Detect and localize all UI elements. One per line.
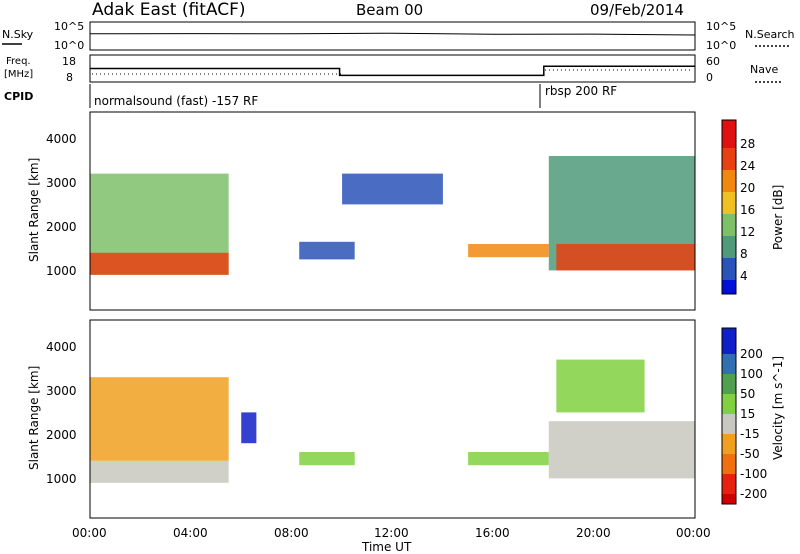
vel-cb-tick-neg100: -100 bbox=[740, 467, 767, 481]
power-ylabel: Slant Range [km] bbox=[27, 158, 41, 262]
power-cb-tick-24: 24 bbox=[740, 159, 755, 173]
freq-panel: Freq. [MHz] 18 8 60 0 Nave bbox=[4, 54, 782, 84]
power-cell-4 bbox=[468, 244, 549, 258]
time-tick-0: 00:00 bbox=[72, 526, 107, 540]
nsearch-tick-bottom: 10^0 bbox=[706, 39, 736, 52]
time-tick-5: 20:00 bbox=[576, 526, 611, 540]
cpid-panel: CPID normalsound (fast) -157 RF rbsp 200… bbox=[4, 84, 617, 108]
vel-cb-tick-100: 100 bbox=[740, 367, 763, 381]
station-title: Adak East (fitACF) bbox=[92, 0, 246, 20]
cpid-label: CPID bbox=[4, 90, 33, 103]
power-cell-2 bbox=[299, 241, 355, 260]
time-tick-3: 12:00 bbox=[374, 526, 409, 540]
nave-label: Nave bbox=[750, 63, 778, 76]
power-panel: Slant Range [km] 1000 2000 3000 4000 4 8… bbox=[27, 111, 785, 311]
power-cb-tick-16: 16 bbox=[740, 203, 755, 217]
nsky-tick-top: 10^5 bbox=[54, 20, 84, 33]
velocity-cell-3 bbox=[299, 452, 355, 466]
freq-label: Freq. bbox=[6, 56, 31, 67]
power-ytick-2000: 2000 bbox=[46, 220, 77, 234]
power-cb-tick-4: 4 bbox=[740, 269, 748, 283]
velocity-cell-0 bbox=[90, 460, 229, 483]
velocity-ytick-1000: 1000 bbox=[46, 472, 77, 486]
nave-tick-bottom: 0 bbox=[706, 71, 713, 84]
vel-cb-tick-neg200: -200 bbox=[740, 487, 767, 501]
power-cell-3 bbox=[342, 173, 443, 205]
velocity-panel: Slant Range [km] 1000 2000 3000 4000 200… bbox=[27, 319, 785, 519]
velocity-colorbar: 200 100 50 15 -15 -50 -100 -200 Velocity… bbox=[721, 327, 785, 505]
velocity-cell-5 bbox=[548, 421, 695, 479]
velocity-heatmap bbox=[90, 359, 695, 483]
time-axis-label: Time UT bbox=[361, 540, 412, 554]
power-cell-1 bbox=[90, 252, 229, 275]
nsky-tick-bottom: 10^0 bbox=[54, 39, 84, 52]
time-axis: 00:00 04:00 08:00 12:00 16:00 20:00 00:0… bbox=[72, 526, 711, 554]
vel-cb-tick-200: 200 bbox=[740, 347, 763, 361]
cpid-segment-1: normalsound (fast) -157 RF bbox=[94, 94, 258, 108]
power-cb-tick-28: 28 bbox=[740, 137, 755, 151]
nsky-label: N.Sky bbox=[2, 28, 34, 41]
nsky-panel: N.Sky 10^5 10^0 10^5 10^0 N.Search bbox=[2, 20, 795, 52]
power-ytick-1000: 1000 bbox=[46, 264, 77, 278]
nave-tick-top: 60 bbox=[706, 55, 720, 68]
power-cb-tick-8: 8 bbox=[740, 247, 748, 261]
power-cb-tick-12: 12 bbox=[740, 225, 755, 239]
beam-title: Beam 00 bbox=[356, 1, 423, 19]
vel-cb-tick-15: 15 bbox=[740, 407, 755, 421]
power-cb-tick-20: 20 bbox=[740, 181, 755, 195]
power-heatmap bbox=[90, 156, 695, 275]
power-cell-6 bbox=[556, 244, 695, 271]
power-colorbar: 4 8 12 16 20 24 28 Power [dB] bbox=[721, 119, 785, 295]
freq-unit: [MHz] bbox=[4, 69, 33, 80]
nsearch-label: N.Search bbox=[745, 28, 795, 41]
vel-cb-tick-neg50: -50 bbox=[740, 447, 760, 461]
time-tick-2: 08:00 bbox=[274, 526, 309, 540]
nsearch-tick-top: 10^5 bbox=[706, 20, 736, 33]
time-tick-4: 16:00 bbox=[475, 526, 510, 540]
power-ytick-3000: 3000 bbox=[46, 176, 77, 190]
date-title: 09/Feb/2014 bbox=[590, 1, 684, 19]
velocity-ytick-2000: 2000 bbox=[46, 428, 77, 442]
velocity-cell-2 bbox=[241, 412, 257, 444]
vel-cb-tick-neg15: -15 bbox=[740, 427, 760, 441]
cpid-segment-2: rbsp 200 RF bbox=[545, 84, 617, 98]
velocity-cell-1 bbox=[90, 377, 229, 461]
time-tick-6: 00:00 bbox=[676, 526, 711, 540]
vel-cb-tick-50: 50 bbox=[740, 387, 755, 401]
velocity-cell-6 bbox=[556, 359, 645, 413]
velocity-cb-label: Velocity [m s^-1] bbox=[771, 356, 785, 460]
velocity-cell-4 bbox=[468, 452, 549, 466]
velocity-ytick-4000: 4000 bbox=[46, 340, 77, 354]
velocity-ytick-3000: 3000 bbox=[46, 384, 77, 398]
freq-tick-bottom: 8 bbox=[66, 71, 73, 84]
time-tick-1: 04:00 bbox=[173, 526, 208, 540]
freq-tick-top: 18 bbox=[62, 55, 76, 68]
velocity-ylabel: Slant Range [km] bbox=[27, 366, 41, 470]
power-ytick-4000: 4000 bbox=[46, 132, 77, 146]
power-cb-label: Power [dB] bbox=[771, 185, 785, 250]
